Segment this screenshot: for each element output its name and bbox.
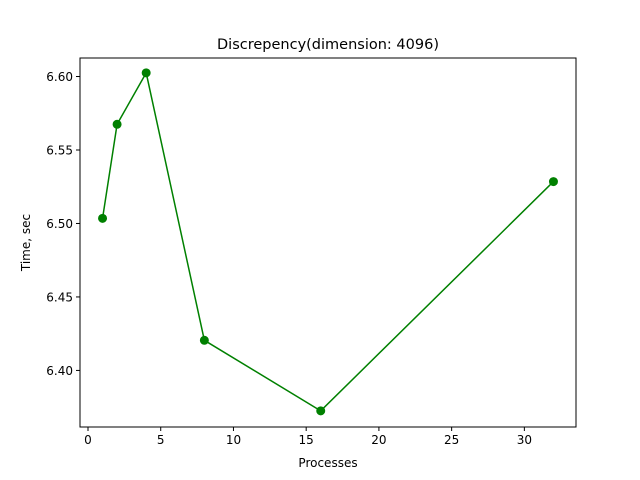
y-tick-label: 6.45 (46, 290, 73, 304)
data-point (112, 119, 122, 129)
y-tick-label: 6.55 (46, 143, 73, 157)
data-point (98, 213, 108, 223)
data-point (199, 335, 209, 345)
x-axis-label: Processes (298, 456, 357, 470)
x-tick-label: 10 (226, 433, 241, 447)
x-tick-label: 0 (84, 433, 92, 447)
x-axis-ticks: 0 5 10 15 20 25 30 (84, 427, 532, 447)
data-point (316, 406, 326, 416)
chart-title: Discrepency(dimension: 4096) (217, 37, 439, 53)
data-point (141, 68, 151, 78)
plot-frame (79, 57, 577, 428)
x-tick-label: 30 (517, 433, 532, 447)
y-axis-label: Time, sec (19, 214, 33, 272)
series-layer (98, 68, 558, 416)
y-tick-label: 6.50 (46, 217, 73, 231)
data-point (548, 177, 558, 187)
series-line (101, 72, 554, 412)
x-tick-label: 15 (299, 433, 314, 447)
plot-area (80, 58, 576, 427)
y-axis-ticks: 6.40 6.45 6.50 6.55 6.60 (46, 70, 80, 378)
y-tick-label: 6.40 (46, 364, 73, 378)
x-tick-label: 25 (444, 433, 459, 447)
y-tick-label: 6.60 (46, 70, 73, 84)
x-tick-label: 5 (157, 433, 165, 447)
x-tick-label: 20 (371, 433, 386, 447)
